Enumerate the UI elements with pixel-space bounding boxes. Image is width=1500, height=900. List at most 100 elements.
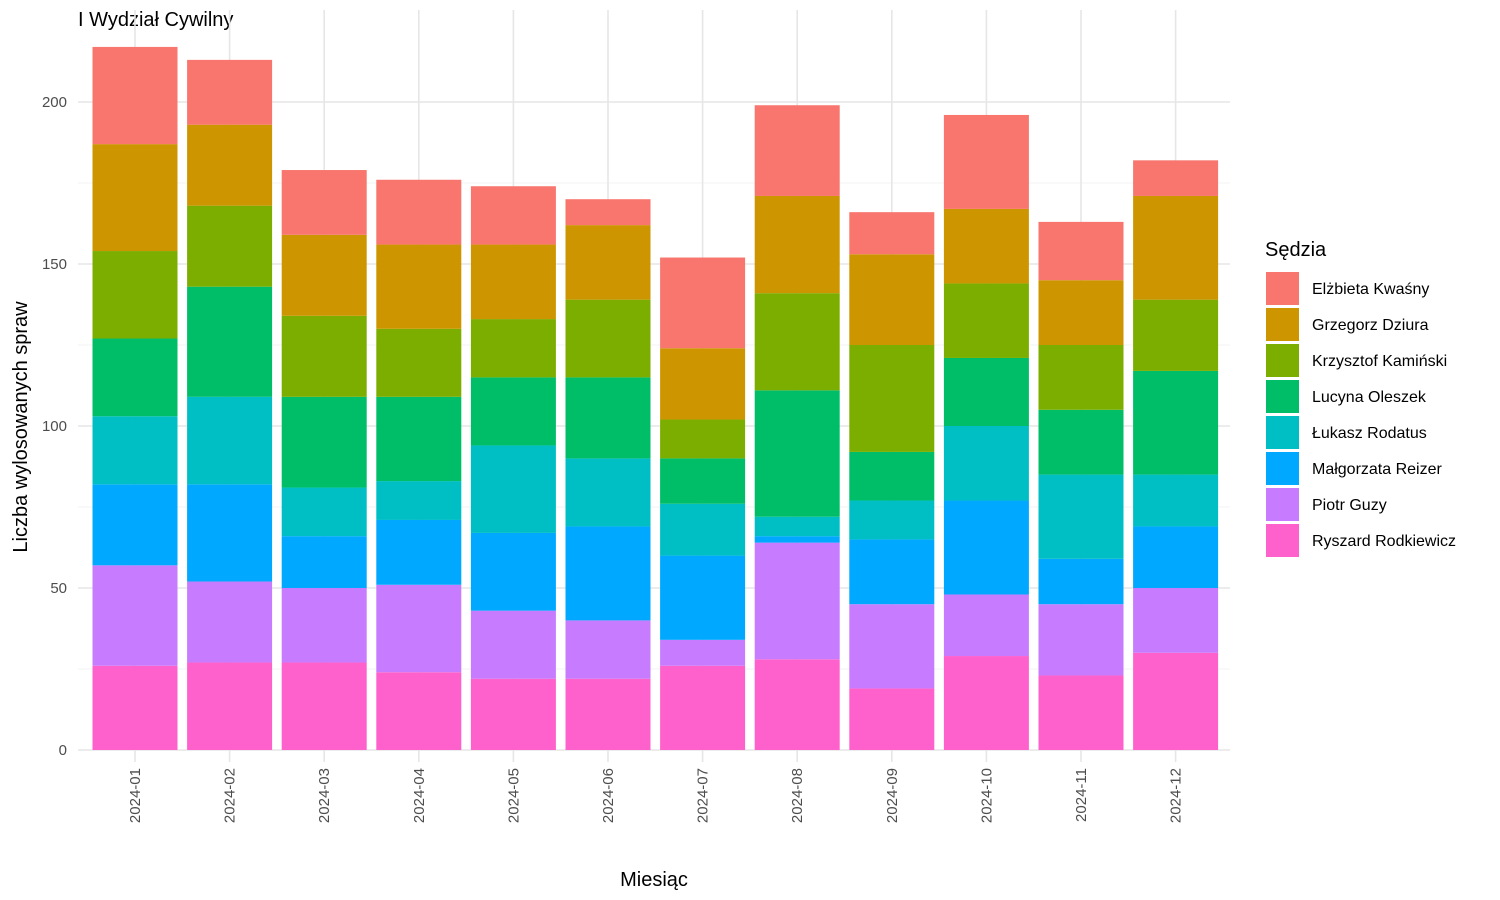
- bar-segment: [1038, 409, 1124, 475]
- bar-segment: [1038, 474, 1124, 559]
- bar-segment: [660, 639, 746, 666]
- bar-segment: [281, 170, 367, 235]
- bar-segment: [470, 186, 556, 245]
- bar-segment: [187, 124, 273, 206]
- bar-segment: [376, 396, 462, 482]
- bar-segment: [660, 503, 746, 556]
- bar-segment: [754, 390, 840, 517]
- bar-segment: [1133, 526, 1219, 588]
- bar-segment: [187, 205, 273, 287]
- bars: [92, 46, 1219, 750]
- bar-segment: [92, 665, 178, 750]
- chart-title: I Wydział Cywilny: [78, 9, 233, 31]
- x-tick-label: 2024-05: [505, 768, 522, 823]
- bar-segment: [470, 678, 556, 750]
- y-tick-label: 50: [50, 580, 67, 597]
- legend-swatch: [1266, 416, 1299, 449]
- x-tick-label: 2024-08: [789, 768, 806, 823]
- x-tick-label: 2024-06: [600, 768, 617, 823]
- bar-segment: [565, 526, 651, 621]
- x-tick-label: 2024-11: [1073, 768, 1090, 822]
- bar-segment: [92, 46, 178, 145]
- legend-label: Krzysztof Kamiński: [1312, 353, 1447, 370]
- bar-segment: [281, 588, 367, 663]
- bar-segment: [376, 672, 462, 750]
- bar-segment: [660, 257, 746, 349]
- x-tick-label: 2024-09: [884, 768, 901, 823]
- bar-segment: [92, 251, 178, 339]
- bar-segment: [281, 536, 367, 588]
- legend-swatch: [1266, 452, 1299, 485]
- legend-label: Lucyna Oleszek: [1312, 389, 1427, 406]
- bar-segment: [1133, 474, 1219, 527]
- bar-segment: [92, 416, 178, 485]
- bar-segment: [281, 662, 367, 750]
- bar-segment: [281, 234, 367, 316]
- bar-segment: [1133, 195, 1219, 300]
- x-axis-title: Miesiąc: [620, 869, 688, 891]
- bar-segment: [849, 254, 935, 345]
- legend-label: Łukasz Rodatus: [1312, 425, 1427, 442]
- legend-swatch: [1266, 524, 1299, 557]
- bar-segment: [754, 293, 840, 391]
- bar-segment: [1133, 370, 1219, 475]
- bar-segment: [754, 542, 840, 660]
- bar-segment: [849, 539, 935, 605]
- bar-segment: [92, 484, 178, 566]
- x-tick-label: 2024-12: [1168, 768, 1185, 823]
- bar-segment: [565, 678, 651, 750]
- y-axis-ticks: 0 50 100 150 200: [42, 94, 67, 759]
- legend-label: Małgorzata Reizer: [1312, 461, 1443, 478]
- bar-segment: [1038, 558, 1124, 605]
- bar-segment: [943, 208, 1029, 284]
- bar-segment: [1133, 652, 1219, 750]
- legend-swatch: [1266, 344, 1299, 377]
- bar-segment: [754, 516, 840, 537]
- bar-segment: [754, 105, 840, 196]
- bar-segment: [565, 620, 651, 679]
- bar-segment: [660, 419, 746, 459]
- y-tick-label: 0: [59, 742, 67, 759]
- bar-segment: [470, 532, 556, 611]
- bar-segment: [470, 319, 556, 378]
- bar-segment: [376, 328, 462, 397]
- bar-segment: [470, 377, 556, 446]
- bar-segment: [660, 555, 746, 640]
- x-tick-label: 2024-07: [695, 768, 712, 823]
- bar-segment: [660, 458, 746, 504]
- x-tick-label: 2024-01: [127, 768, 144, 823]
- legend: Sędzia Elżbieta Kwaśny Grzegorz Dziura Krz…: [1265, 239, 1456, 557]
- bar-segment: [1038, 221, 1124, 281]
- legend-swatch: [1266, 380, 1299, 413]
- bar-segment: [565, 199, 651, 226]
- bar-segment: [565, 377, 651, 459]
- y-axis-title: Liczba wylosowanych spraw: [10, 301, 32, 553]
- bar-segment: [376, 584, 462, 673]
- x-tick-label: 2024-10: [978, 768, 995, 823]
- legend-title: Sędzia: [1265, 239, 1327, 261]
- bar-segment: [1133, 588, 1219, 653]
- legend-label: Grzegorz Dziura: [1312, 317, 1429, 334]
- bar-segment: [849, 688, 935, 750]
- y-tick-label: 150: [42, 256, 67, 273]
- bar-segment: [943, 426, 1029, 501]
- bar-segment: [281, 315, 367, 397]
- legend-swatch: [1266, 272, 1299, 305]
- bar-segment: [187, 396, 273, 485]
- bar-segment: [281, 396, 367, 488]
- bar-segment: [187, 286, 273, 397]
- bar-segment: [849, 451, 935, 501]
- bar-segment: [943, 500, 1029, 595]
- bar-segment: [1038, 280, 1124, 345]
- bar-segment: [376, 179, 462, 245]
- y-tick-label: 200: [42, 94, 67, 111]
- bar-segment: [1038, 675, 1124, 750]
- bar-segment: [187, 59, 273, 125]
- bar-segment: [92, 144, 178, 252]
- bar-segment: [1133, 160, 1219, 196]
- bar-segment: [565, 225, 651, 300]
- bar-segment: [943, 357, 1029, 426]
- legend-swatch: [1266, 308, 1299, 341]
- bar-segment: [1038, 345, 1124, 410]
- bar-segment: [470, 244, 556, 320]
